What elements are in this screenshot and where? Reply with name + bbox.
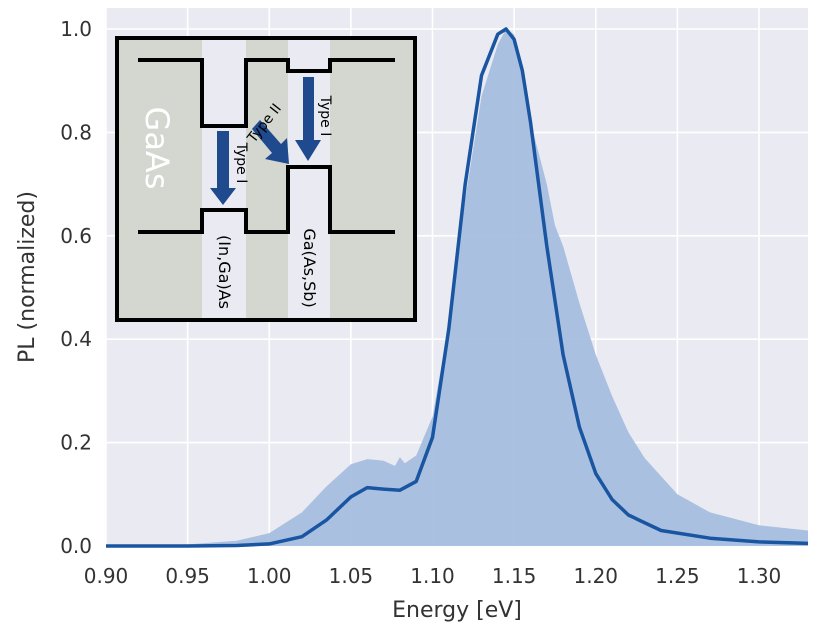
series-line — [106, 27, 809, 548]
gaas-label: GaAs — [138, 107, 176, 190]
type-i-arrow-left — [210, 131, 236, 205]
y-axis-label: PL (normalized) — [15, 191, 40, 363]
x-tick-label: 1.05 — [329, 564, 374, 588]
type-i-left-label: Type I — [233, 142, 249, 184]
y-tick-label: 1.0 — [60, 17, 92, 41]
ingaas-label: (In,Ga)As — [215, 235, 234, 309]
type-ii-arrow — [252, 120, 289, 164]
type-i-arrow-right — [295, 77, 321, 161]
x-tick-label: 0.90 — [84, 564, 129, 588]
y-tick-labels: 0.0 0.2 0.4 0.6 0.8 1.0 — [60, 17, 92, 558]
series-filled-area — [106, 29, 808, 546]
conduction-band-edge — [138, 58, 395, 128]
y-tick-label: 0.8 — [60, 120, 92, 144]
x-axis-label: Energy [eV] — [392, 598, 522, 623]
type-i-right-label: Type I — [317, 95, 333, 137]
x-tick-label: 1.30 — [737, 564, 782, 588]
y-tick-label: 0.6 — [60, 224, 92, 248]
x-tick-label: 1.20 — [574, 564, 619, 588]
y-tick-label: 0.2 — [60, 431, 92, 455]
y-tick-label: 0.4 — [60, 327, 92, 351]
x-tick-label: 1.10 — [410, 564, 455, 588]
x-tick-label: 1.00 — [247, 564, 292, 588]
band-diagram-inset: GaAs (In,Ga)As Ga(As,Sb) Type I Type II … — [115, 36, 417, 322]
x-tick-labels: 0.90 0.95 1.00 1.05 1.10 1.15 1.20 1.25 1.30 — [84, 564, 782, 588]
x-tick-label: 1.15 — [492, 564, 537, 588]
series-layer — [106, 27, 809, 548]
gaassb-label: Ga(As,Sb) — [300, 228, 319, 307]
y-tick-label: 0.0 — [60, 534, 92, 558]
valence-band-edge — [138, 165, 395, 234]
inset-frame — [115, 36, 417, 322]
x-tick-label: 1.25 — [655, 564, 700, 588]
x-tick-label: 0.95 — [165, 564, 210, 588]
